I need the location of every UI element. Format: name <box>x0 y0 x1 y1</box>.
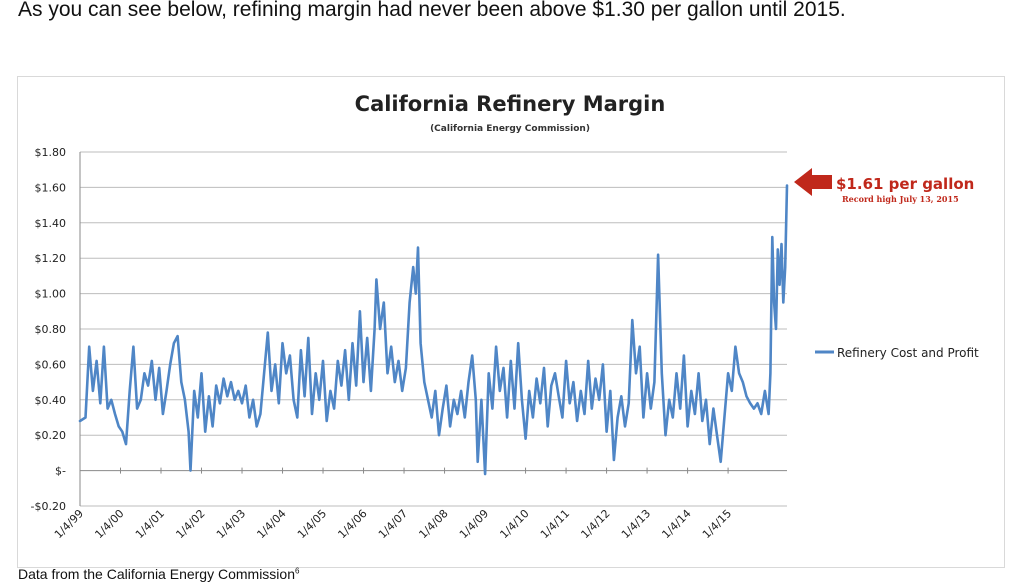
x-tick-label: 1/4/01 <box>133 507 167 541</box>
x-tick-label: 1/4/15 <box>700 507 734 541</box>
x-tick-label: 1/4/06 <box>335 507 369 541</box>
footnote-text: Data from the California Energy Commissi… <box>18 566 295 582</box>
y-tick-label: $0.60 <box>35 358 67 371</box>
annotation-headline: $1.61 per gallon <box>836 175 974 193</box>
x-tick-label: 1/4/13 <box>619 507 653 541</box>
x-tick-label: 1/4/04 <box>254 507 288 541</box>
annotation-subline: Record high July 13, 2015 <box>842 194 959 204</box>
y-tick-label: $1.60 <box>35 181 67 194</box>
footnote: Data from the California Energy Commissi… <box>18 566 299 582</box>
y-tick-label: $- <box>55 465 66 478</box>
y-tick-label: $0.40 <box>35 394 67 407</box>
y-tick-label: $0.20 <box>35 429 67 442</box>
chart-subtitle: (California Energy Commission) <box>430 124 590 134</box>
x-tick-label: 1/4/00 <box>92 507 126 541</box>
chart-title: California Refinery Margin <box>354 92 666 116</box>
x-tick-label: 1/4/02 <box>173 507 207 541</box>
record-arrow-icon <box>794 168 832 196</box>
x-tick-label: 1/4/05 <box>295 507 329 541</box>
x-tick-label: 1/4/08 <box>416 507 450 541</box>
x-tick-label: 1/4/09 <box>457 507 491 541</box>
x-tick-label: 1/4/10 <box>497 507 531 541</box>
x-tick-label: 1/4/11 <box>538 507 572 541</box>
x-tick-label: 1/4/03 <box>214 507 248 541</box>
legend-label: Refinery Cost and Profit <box>837 346 979 360</box>
series-line-0 <box>78 184 789 476</box>
y-tick-label: -$0.20 <box>31 500 66 513</box>
x-tick-label: 1/4/14 <box>659 507 693 541</box>
y-tick-label: $1.80 <box>35 146 67 159</box>
y-tick-label: $1.00 <box>35 288 67 301</box>
footnote-ref: 6 <box>295 566 300 576</box>
y-tick-label: $1.40 <box>35 217 67 230</box>
y-tick-label: $1.20 <box>35 252 67 265</box>
x-tick-label: 1/4/12 <box>578 507 612 541</box>
x-tick-label: 1/4/07 <box>376 507 410 541</box>
chart-frame <box>17 76 1005 568</box>
y-tick-label: $0.80 <box>35 323 67 336</box>
intro-paragraph: As you can see below, refining margin ha… <box>18 0 846 21</box>
